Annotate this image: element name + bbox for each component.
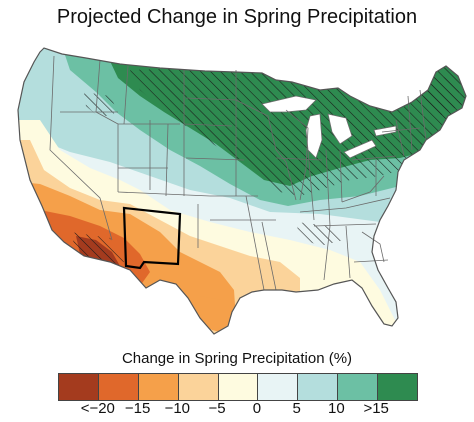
legend-swatch — [298, 374, 339, 400]
legend-title: Change in Spring Precipitation (%) — [121, 350, 353, 367]
legend-tick-label: <−20 — [80, 400, 115, 417]
state-borders — [49, 55, 427, 291]
legend-swatch — [178, 374, 219, 400]
great-lakes — [261, 95, 397, 159]
legend-swatch — [258, 374, 299, 400]
legend-swatch — [378, 374, 418, 400]
legend-swatch — [98, 374, 139, 400]
color-legend — [58, 373, 418, 401]
legend-tick-label: −15 — [124, 400, 151, 417]
lake-michigan — [305, 113, 323, 159]
legend-tick-label: 10 — [328, 400, 345, 417]
legend-tick-label: 0 — [252, 400, 262, 417]
lake-ontario — [373, 125, 397, 137]
hatch-central — [296, 222, 344, 246]
lake-superior — [261, 95, 317, 113]
lake-huron — [327, 113, 353, 145]
hatch-northwest — [84, 92, 118, 118]
legend-tick-label: 5 — [292, 400, 301, 417]
highlighted-state-outline — [122, 206, 182, 270]
legend-tick-label: >15 — [363, 400, 389, 417]
legend-tick-label: −10 — [164, 400, 191, 417]
legend-swatch — [338, 374, 379, 400]
legend-tick-label: −5 — [208, 400, 226, 417]
legend-swatch — [59, 374, 99, 400]
lake-erie — [343, 139, 377, 159]
legend-swatch — [218, 374, 259, 400]
legend-ticks: <−20 −15 −10 −5 0 5 10 >15 — [58, 400, 416, 420]
precipitation-map — [17, 47, 467, 335]
map-title: Projected Change in Spring Precipitation — [56, 6, 418, 28]
zone-texas-coast — [200, 296, 236, 334]
legend-swatch — [138, 374, 179, 400]
